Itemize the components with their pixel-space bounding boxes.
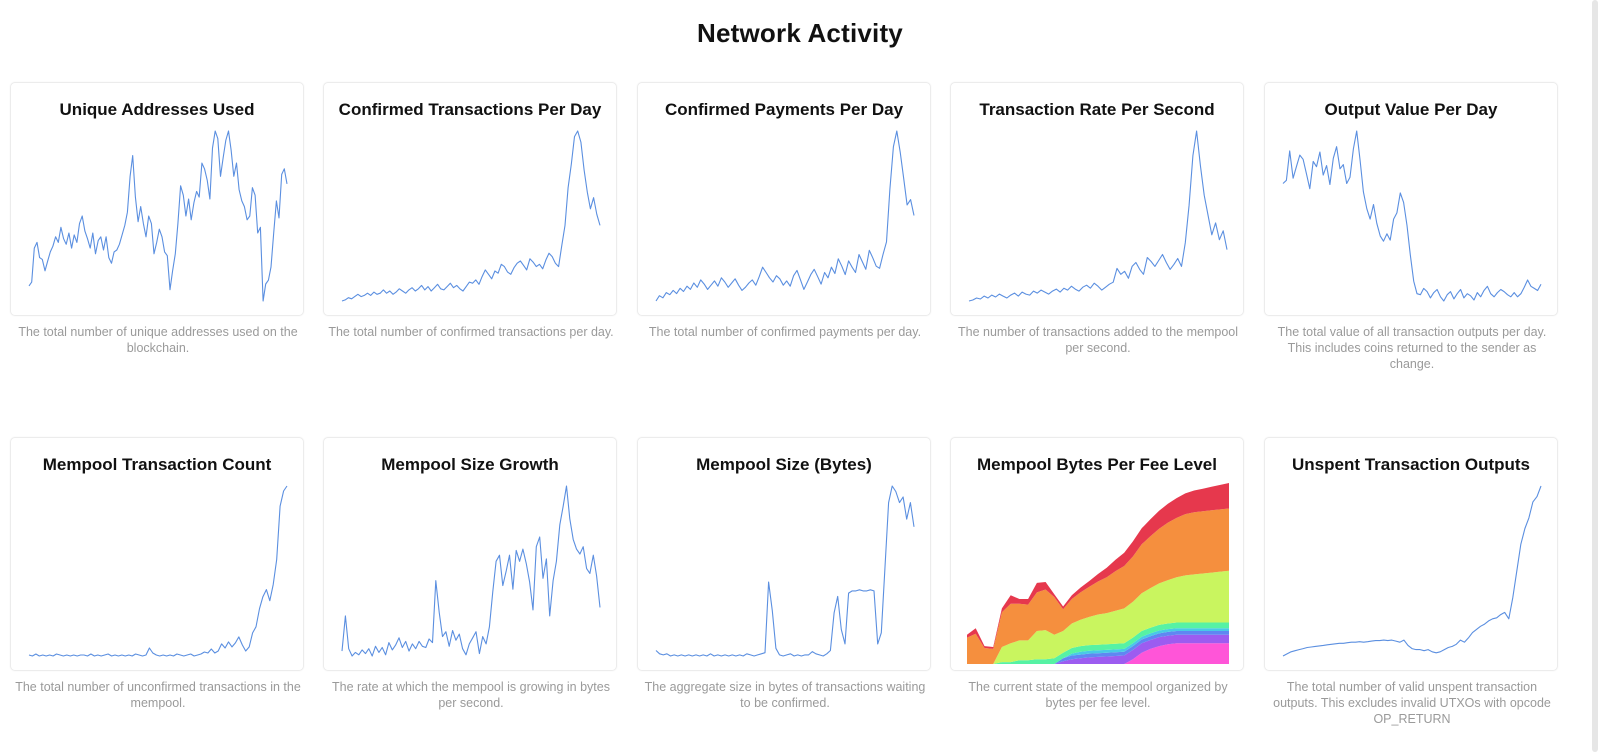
chart-title: Unique Addresses Used	[59, 100, 255, 119]
chart-description: The aggregate size in bytes of transacti…	[644, 680, 926, 710]
series-line	[968, 130, 1228, 302]
chart-description: The total number of unique addresses use…	[18, 325, 298, 355]
chart-description: The total value of all transaction outpu…	[1277, 325, 1547, 371]
chart-panel[interactable]: Mempool Size (Bytes)	[637, 437, 931, 671]
chart-panel[interactable]: Mempool Transaction Count	[10, 437, 304, 671]
chart-plot	[341, 130, 601, 302]
chart-plot	[1282, 485, 1542, 657]
series-line	[341, 485, 601, 657]
chart-title: Mempool Size (Bytes)	[696, 455, 872, 474]
chart-title: Mempool Transaction Count	[42, 455, 272, 474]
series-line	[655, 130, 915, 302]
chart-description: The number of transactions added to the …	[957, 325, 1239, 355]
fee-level-band-7	[967, 483, 1229, 649]
fee-level-band-1	[967, 634, 1229, 664]
series-line	[341, 130, 601, 302]
chart-title: Transaction Rate Per Second	[979, 100, 1215, 119]
chart-description: The current state of the mempool organiz…	[968, 680, 1228, 710]
chart-card-utxo[interactable]: Unspent Transaction Outputs The total num…	[1264, 437, 1560, 727]
series-line	[1282, 485, 1542, 657]
chart-plot	[655, 130, 915, 302]
fee-level-band-6	[967, 508, 1229, 664]
chart-card-unique-addresses[interactable]: Unique Addresses Used The total number of…	[10, 82, 306, 356]
chart-description: The total number of valid unspent transa…	[1273, 680, 1551, 726]
chart-card-mempool-size[interactable]: Mempool Size (Bytes) The aggregate size i…	[637, 437, 933, 711]
chart-panel[interactable]: Mempool Size Growth	[323, 437, 617, 671]
page-title: Network Activity	[697, 18, 903, 48]
chart-plot	[28, 130, 288, 302]
chart-card-mempool-growth[interactable]: Mempool Size Growth The rate at which the…	[323, 437, 619, 711]
chart-description: The total number of confirmed transactio…	[328, 325, 614, 339]
chart-card-confirmed-payments[interactable]: Confirmed Payments Per Day The total numb…	[637, 82, 933, 340]
chart-panel[interactable]: Unspent Transaction Outputs	[1264, 437, 1558, 671]
chart-description: The rate at which the mempool is growing…	[332, 680, 610, 710]
chart-panel[interactable]: Output Value Per Day	[1264, 82, 1558, 316]
fee-level-band-0	[967, 643, 1229, 664]
chart-title: Mempool Size Growth	[381, 455, 559, 474]
chart-plot	[655, 485, 915, 657]
fee-level-band-2	[967, 631, 1229, 664]
chart-plot	[968, 130, 1228, 302]
chart-plot	[28, 485, 288, 657]
chart-description: The total number of unconfirmed transact…	[15, 680, 301, 710]
series-line	[28, 130, 288, 302]
chart-card-mempool-fee-levels[interactable]: Mempool Bytes Per Fee Level The current s…	[950, 437, 1246, 711]
scroll-thumb[interactable]	[1592, 0, 1598, 752]
series-line	[28, 485, 288, 657]
chart-card-transaction-rate[interactable]: Transaction Rate Per Second The number of…	[950, 82, 1246, 356]
series-line	[655, 485, 915, 657]
chart-plot	[1282, 130, 1542, 302]
chart-panel[interactable]: Unique Addresses Used	[10, 82, 304, 316]
chart-title: Mempool Bytes Per Fee Level	[977, 455, 1217, 474]
fee-level-band-4	[967, 622, 1229, 664]
scrollbar[interactable]	[1590, 0, 1598, 752]
chart-plot	[967, 483, 1229, 664]
chart-card-confirmed-transactions[interactable]: Confirmed Transactions Per Day The total …	[323, 82, 619, 340]
fee-level-band-5	[967, 570, 1229, 664]
chart-title: Output Value Per Day	[1324, 100, 1498, 119]
chart-card-output-value[interactable]: Output Value Per Day The total value of a…	[1264, 82, 1560, 372]
chart-plot	[341, 485, 601, 657]
chart-card-mempool-count[interactable]: Mempool Transaction Count The total numbe…	[10, 437, 306, 711]
chart-panel[interactable]: Transaction Rate Per Second	[950, 82, 1244, 316]
chart-description: The total number of confirmed payments p…	[648, 325, 922, 339]
chart-title: Confirmed Payments Per Day	[664, 100, 904, 119]
chart-title: Confirmed Transactions Per Day	[338, 100, 602, 119]
chart-panel[interactable]: Confirmed Payments Per Day	[637, 82, 931, 316]
series-line	[1282, 130, 1542, 302]
chart-panel[interactable]: Mempool Bytes Per Fee Level	[950, 437, 1244, 671]
chart-panel[interactable]: Confirmed Transactions Per Day	[323, 82, 617, 316]
chart-title: Unspent Transaction Outputs	[1291, 455, 1531, 474]
